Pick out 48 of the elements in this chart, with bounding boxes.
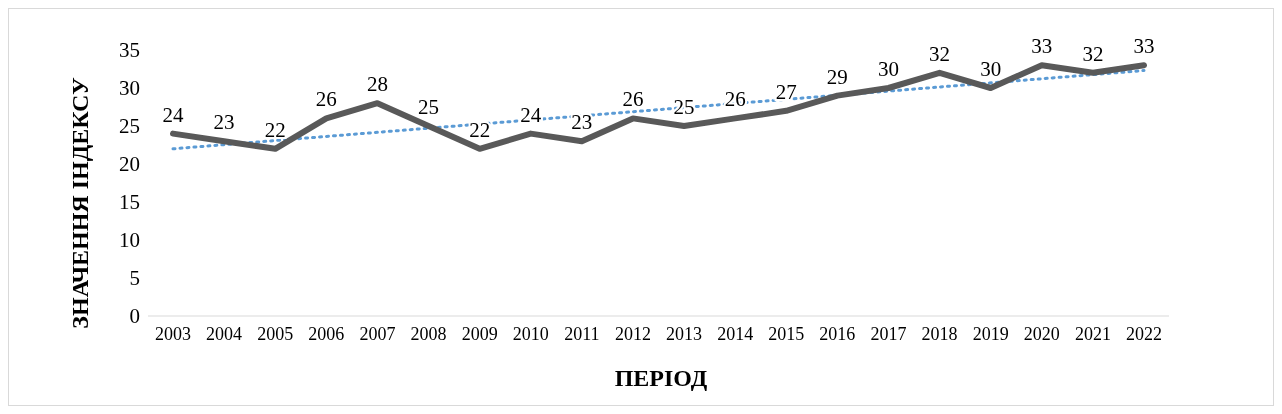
y-tick-label: 15 xyxy=(119,190,140,215)
x-tick-label: 2017 xyxy=(870,324,907,344)
data-label: 27 xyxy=(775,79,797,104)
x-tick-label: 2013 xyxy=(666,324,703,344)
y-tick-label: 10 xyxy=(119,228,140,253)
data-label: 23 xyxy=(571,110,593,135)
x-tick-label: 2020 xyxy=(1023,324,1060,344)
data-label: 30 xyxy=(980,57,1002,81)
x-tick-label: 2009 xyxy=(461,324,498,344)
x-tick-label: 2019 xyxy=(972,324,1009,344)
x-axis-title: ПЕРІОД xyxy=(614,365,708,391)
x-tick-label: 2021 xyxy=(1074,324,1111,344)
data-label: 26 xyxy=(622,87,644,112)
data-label: 33 xyxy=(1031,34,1053,59)
data-label: 24 xyxy=(162,102,184,127)
x-tick-label: 2011 xyxy=(564,324,600,344)
data-label: 32 xyxy=(929,41,951,66)
x-tick-label: 2004 xyxy=(206,324,243,344)
y-tick-label: 20 xyxy=(119,152,140,177)
y-tick-label: 5 xyxy=(129,266,140,291)
data-label: 22 xyxy=(264,117,286,142)
data-label: 26 xyxy=(315,87,337,112)
x-tick-label: 2003 xyxy=(155,324,191,344)
y-axis-title: ЗНАЧЕННЯ ІНДЕКСУ xyxy=(67,76,93,329)
y-tick-label: 30 xyxy=(119,76,140,101)
data-label: 25 xyxy=(418,95,440,119)
data-label: 22 xyxy=(469,117,491,142)
x-tick-label: 2006 xyxy=(308,324,345,344)
data-label: 26 xyxy=(724,87,746,112)
x-tick-label: 2012 xyxy=(614,324,651,344)
data-label: 29 xyxy=(826,64,848,89)
y-tick-label: 0 xyxy=(129,304,140,329)
x-tick-label: 2008 xyxy=(410,324,447,344)
data-label: 28 xyxy=(366,72,388,97)
data-label: 32 xyxy=(1082,41,1104,66)
x-tick-label: 2018 xyxy=(921,324,958,344)
data-label: 30 xyxy=(877,57,899,81)
x-tick-label: 2022 xyxy=(1126,324,1162,344)
x-tick-label: 2005 xyxy=(257,324,294,344)
y-tick-label: 25 xyxy=(119,114,140,139)
data-label: 23 xyxy=(213,110,235,135)
x-tick-label: 2014 xyxy=(717,324,754,344)
x-tick-label: 2007 xyxy=(359,324,396,344)
x-tick-label: 2016 xyxy=(819,324,856,344)
y-tick-label: 35 xyxy=(119,38,140,63)
data-label: 33 xyxy=(1133,34,1155,59)
x-tick-label: 2010 xyxy=(512,324,549,344)
x-tick-label: 2015 xyxy=(768,324,805,344)
